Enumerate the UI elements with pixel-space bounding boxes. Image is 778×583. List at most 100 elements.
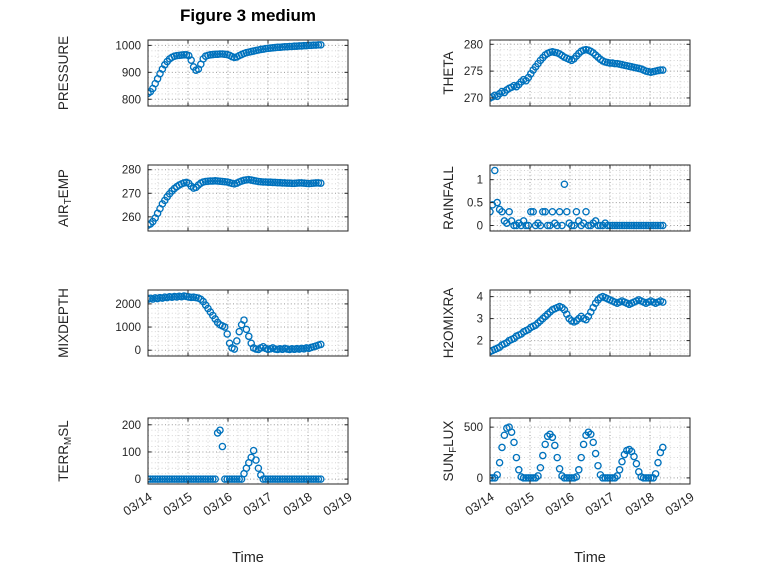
axes-box [489, 417, 691, 485]
axes-box [489, 164, 691, 232]
series-markers [148, 292, 325, 354]
data-point [639, 474, 648, 482]
data-point [495, 458, 504, 467]
data-point [659, 66, 667, 74]
data-point [281, 42, 289, 51]
subplot-pressure: 800 900 1000 PRESSURE [56, 36, 349, 110]
data-point [242, 325, 251, 334]
series-markers [490, 166, 667, 230]
data-point [309, 41, 318, 49]
data-point [548, 207, 557, 216]
data-point [293, 475, 301, 483]
axes-box [489, 39, 691, 107]
xtick-label: 03/17 [241, 490, 275, 519]
data-point [245, 332, 253, 341]
y-axis-label: AIRTEMP [56, 169, 74, 227]
data-point [151, 475, 159, 483]
data-point [259, 475, 267, 483]
data-point [180, 51, 188, 59]
data-point [194, 475, 203, 483]
data-point [510, 438, 518, 447]
data-point [615, 221, 624, 230]
data-point [659, 443, 667, 452]
data-point [539, 451, 547, 460]
xtick-label: 03/16 [543, 490, 577, 519]
data-point [572, 473, 581, 481]
data-point [651, 470, 660, 478]
ytick-label: 260 [122, 212, 141, 224]
data-point [223, 330, 231, 338]
x-axis-label: Time [574, 550, 606, 566]
ytick-label: 0 [135, 345, 141, 357]
xtick-label: 03/14 [463, 490, 497, 519]
data-point [534, 472, 542, 480]
axes-box [147, 417, 349, 485]
ytick-label: 4 [477, 292, 484, 304]
data-point [228, 475, 236, 483]
series-markers [148, 175, 325, 229]
data-point [285, 42, 294, 51]
ytick-label: 500 [464, 422, 483, 434]
data-point [156, 475, 164, 483]
data-point [273, 475, 282, 483]
ytick-label: 900 [122, 67, 141, 79]
data-point [630, 452, 638, 461]
data-point [632, 221, 641, 230]
data-point [170, 475, 179, 483]
data-point [577, 453, 585, 462]
data-point [625, 221, 633, 230]
data-point [281, 475, 289, 483]
data-point [551, 441, 559, 450]
data-point [553, 221, 561, 230]
ytick-label: 0 [135, 474, 141, 486]
data-point [259, 178, 267, 186]
data-point [656, 66, 665, 74]
ytick-label: 1 [477, 175, 483, 187]
subplot-terr-msl: 0 100 200 TERRMSL 03/14 03/15 03/16 03/17 03/18 0… [56, 417, 355, 566]
data-point [611, 221, 619, 230]
data-point [548, 433, 557, 442]
data-point [206, 177, 215, 185]
data-point [278, 475, 287, 483]
data-point [644, 474, 653, 482]
data-point [541, 440, 549, 449]
data-point [269, 178, 277, 187]
x-axis-label: Time [232, 550, 264, 566]
data-point [216, 50, 224, 58]
axes-box [147, 39, 349, 107]
data-point [163, 475, 171, 483]
data-point [230, 475, 239, 483]
xtick-label: 03/18 [623, 490, 657, 519]
data-point [591, 449, 600, 458]
data-point [266, 475, 275, 483]
data-point [606, 59, 614, 67]
ytick-label: 2 [477, 336, 483, 348]
data-point [300, 41, 308, 50]
data-point [252, 456, 260, 464]
data-point [635, 221, 643, 230]
data-point [541, 207, 549, 216]
minor-grid [490, 40, 690, 106]
data-point [199, 475, 207, 483]
data-point [218, 442, 227, 451]
data-point [603, 221, 612, 230]
data-point [498, 207, 506, 216]
data-point [211, 475, 219, 483]
data-point [235, 475, 243, 483]
data-point [558, 221, 566, 230]
data-point [153, 475, 162, 483]
data-point [560, 180, 569, 189]
data-point [209, 475, 217, 483]
data-point [175, 475, 183, 483]
data-point [505, 207, 513, 216]
xtick-label: 03/18 [281, 490, 315, 519]
data-point [201, 475, 210, 483]
data-point [637, 221, 645, 230]
data-point [204, 475, 212, 483]
data-point [187, 56, 195, 64]
data-point [659, 298, 667, 306]
data-point [615, 466, 624, 474]
data-point [309, 475, 318, 483]
data-point [536, 221, 545, 230]
